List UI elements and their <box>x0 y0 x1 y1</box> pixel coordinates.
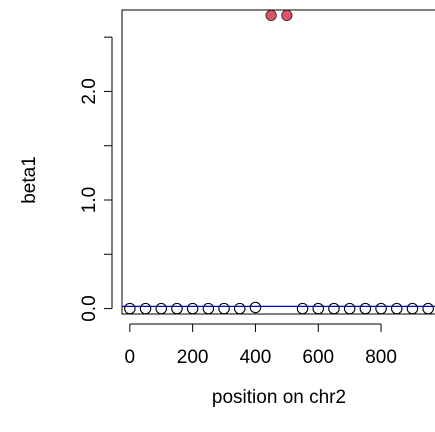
points-layer <box>124 9 434 315</box>
data-point <box>186 302 199 315</box>
data-point <box>359 302 372 315</box>
x-tick-label: 200 <box>177 347 209 368</box>
data-point <box>234 302 246 315</box>
data-point <box>202 302 215 315</box>
data-point <box>139 302 152 315</box>
data-point <box>312 302 324 315</box>
x-axis: 0 200 400 600 800 <box>125 323 397 368</box>
data-point <box>375 302 387 315</box>
data-point <box>406 302 419 315</box>
x-tick-label: 0 <box>125 347 136 368</box>
y-axis: 0.0 1.0 2.0 <box>79 36 113 322</box>
data-point <box>328 302 340 315</box>
y-tick-label: 2.0 <box>79 78 100 104</box>
data-point <box>171 302 183 315</box>
y-tick-label: 1.0 <box>79 187 100 213</box>
data-point <box>155 302 168 315</box>
plot-frame <box>121 9 435 315</box>
data-point <box>422 302 434 315</box>
data-point <box>343 302 356 315</box>
x-tick-label: 600 <box>302 347 334 368</box>
data-point <box>390 302 403 315</box>
highlight-point <box>281 9 293 22</box>
data-point <box>296 302 309 315</box>
y-axis-label: beta1 <box>19 156 40 204</box>
data-point <box>249 301 262 314</box>
highlight-point <box>265 9 277 22</box>
data-point <box>124 302 136 315</box>
x-tick-label: 800 <box>365 347 397 368</box>
x-axis-label: position on chr2 <box>212 387 346 408</box>
plot-border <box>121 9 435 315</box>
x-tick-label: 400 <box>240 347 272 368</box>
data-point <box>218 302 230 315</box>
y-tick-label: 0.0 <box>79 295 100 321</box>
